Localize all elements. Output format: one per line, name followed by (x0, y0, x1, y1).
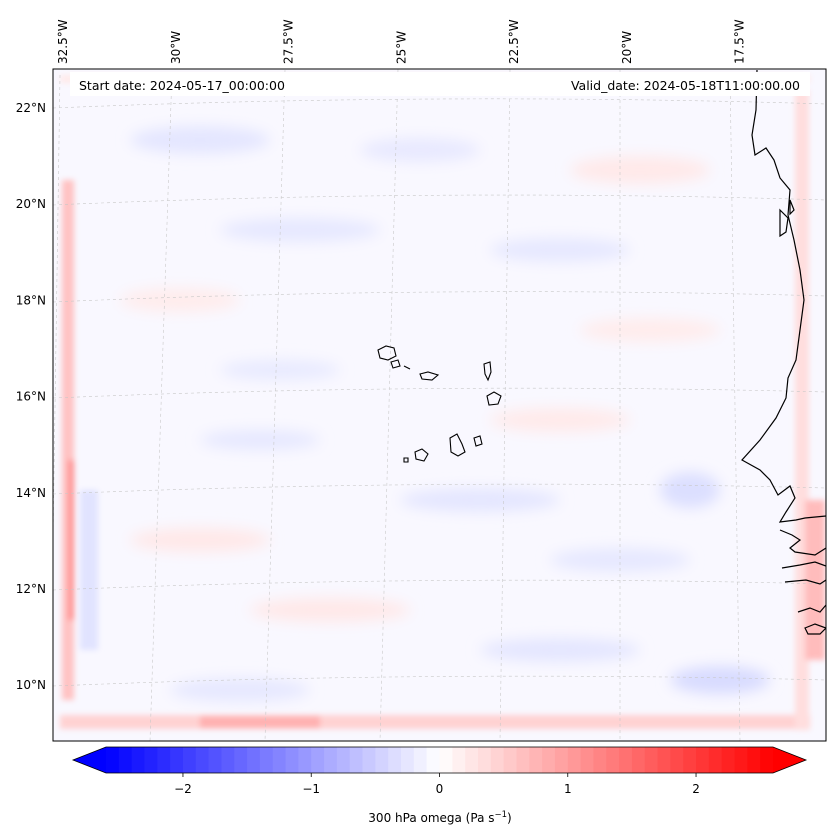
lon-label: 25°W (394, 31, 408, 64)
longitude-labels: 32.5°W 30°W 27.5°W 25°W 22.5°W 20°W 17.5°W (56, 19, 747, 64)
colorbar-tick-label: −2 (174, 782, 192, 796)
colorbar-segment (349, 747, 364, 773)
colorbar-segment (477, 747, 492, 773)
colorbar-segment (324, 747, 338, 773)
lon-label: 22.5°W (507, 19, 521, 64)
lat-label: 16°N (16, 390, 46, 404)
colorbar-extend-low (73, 747, 106, 773)
colorbar-segment (760, 747, 774, 773)
colorbar-segment (388, 747, 402, 773)
colorbar-segment (144, 747, 158, 773)
colorbar-segment (747, 747, 761, 773)
colorbar-segment (401, 747, 415, 773)
cape-verde-islands (377, 345, 502, 463)
colorbar-segment (593, 747, 607, 773)
colorbar-segment (606, 747, 620, 773)
colorbar: −2 −1 0 1 2 300 hPa omega (Pa s−1) (71, 746, 808, 825)
colorbar-extend-high (773, 747, 806, 773)
colorbar-ticks: −2 −1 0 1 2 (174, 773, 700, 796)
colorbar-segment (631, 747, 646, 773)
colorbar-segment (439, 747, 453, 773)
colorbar-segment (529, 747, 543, 773)
lat-label: 10°N (16, 678, 46, 692)
colorbar-tick-label: 2 (692, 782, 700, 796)
colorbar-segment (734, 747, 748, 773)
colorbar-outline (71, 746, 808, 774)
colorbar-segment (567, 747, 582, 773)
colorbar-segment (195, 747, 210, 773)
colorbar-segment (413, 747, 428, 773)
start-date-label: Start date: 2024-05-17_00:00:00 (79, 78, 285, 93)
lon-label: 27.5°W (282, 19, 296, 64)
lon-label: 30°W (169, 31, 183, 64)
colorbar-tick-label: 1 (564, 782, 572, 796)
colorbar-segment (336, 747, 351, 773)
colorbar-segment (721, 747, 736, 773)
colorbar-segment (503, 747, 518, 773)
colorbar-segment (644, 747, 659, 773)
colorbar-segment (696, 747, 710, 773)
colorbar-segment (182, 747, 197, 773)
colorbar-segment (670, 747, 684, 773)
colorbar-segment (708, 747, 723, 773)
lon-label: 17.5°W (733, 19, 747, 64)
lat-label: 22°N (16, 101, 46, 115)
colorbar-segment (362, 747, 376, 773)
latitude-labels: 22°N 20°N 18°N 16°N 14°N 12°N 10°N (16, 101, 46, 692)
colorbar-segment (285, 747, 300, 773)
colorbar-segment (619, 747, 633, 773)
colorbar-segment (580, 747, 595, 773)
colorbar-segment (208, 747, 223, 773)
colorbar-segment (298, 747, 312, 773)
colorbar-segment (157, 747, 171, 773)
colorbar-label: 300 hPa omega (Pa s−1) (368, 810, 511, 825)
gridlines (53, 69, 826, 741)
map-panel: Start date: 2024-05-17_00:00:00 Valid_da… (52, 68, 827, 742)
colorbar-segments (106, 747, 774, 773)
colorbar-segment (311, 747, 325, 773)
colorbar-segment (106, 747, 120, 773)
colorbar-segment (452, 747, 466, 773)
lat-label: 20°N (16, 197, 46, 211)
colorbar-segment (272, 747, 287, 773)
lon-label: 20°W (620, 31, 634, 64)
valid-date-label: Valid_date: 2024-05-18T11:00:00.00 (571, 78, 800, 93)
coastline (741, 69, 826, 635)
colorbar-segment (683, 747, 697, 773)
colorbar-segment (234, 747, 248, 773)
colorbar-segment (490, 747, 505, 773)
colorbar-tick-label: −1 (302, 782, 320, 796)
colorbar-segment (259, 747, 274, 773)
map-background (53, 69, 826, 741)
lat-label: 14°N (16, 486, 46, 500)
colorbar-tick-label: 0 (436, 782, 444, 796)
map-frame (52, 68, 827, 742)
colorbar-segment (247, 747, 261, 773)
lat-label: 18°N (16, 293, 46, 307)
colorbar-segment (542, 747, 556, 773)
colorbar-segment (465, 747, 479, 773)
lon-label: 32.5°W (56, 19, 70, 64)
header-bar (70, 72, 810, 96)
lat-label: 12°N (16, 582, 46, 596)
colorbar-segment (375, 747, 389, 773)
colorbar-segment (426, 747, 441, 773)
colorbar-segment (131, 747, 146, 773)
colorbar-segment (170, 747, 184, 773)
colorbar-segment (657, 747, 671, 773)
omega-anomalies (120, 126, 770, 702)
colorbar-segment (118, 747, 133, 773)
colorbar-segment (554, 747, 569, 773)
omega-field: Start date: 2024-05-17_00:00:00 Valid_da… (53, 69, 826, 741)
colorbar-segment (221, 747, 235, 773)
colorbar-segment (516, 747, 530, 773)
